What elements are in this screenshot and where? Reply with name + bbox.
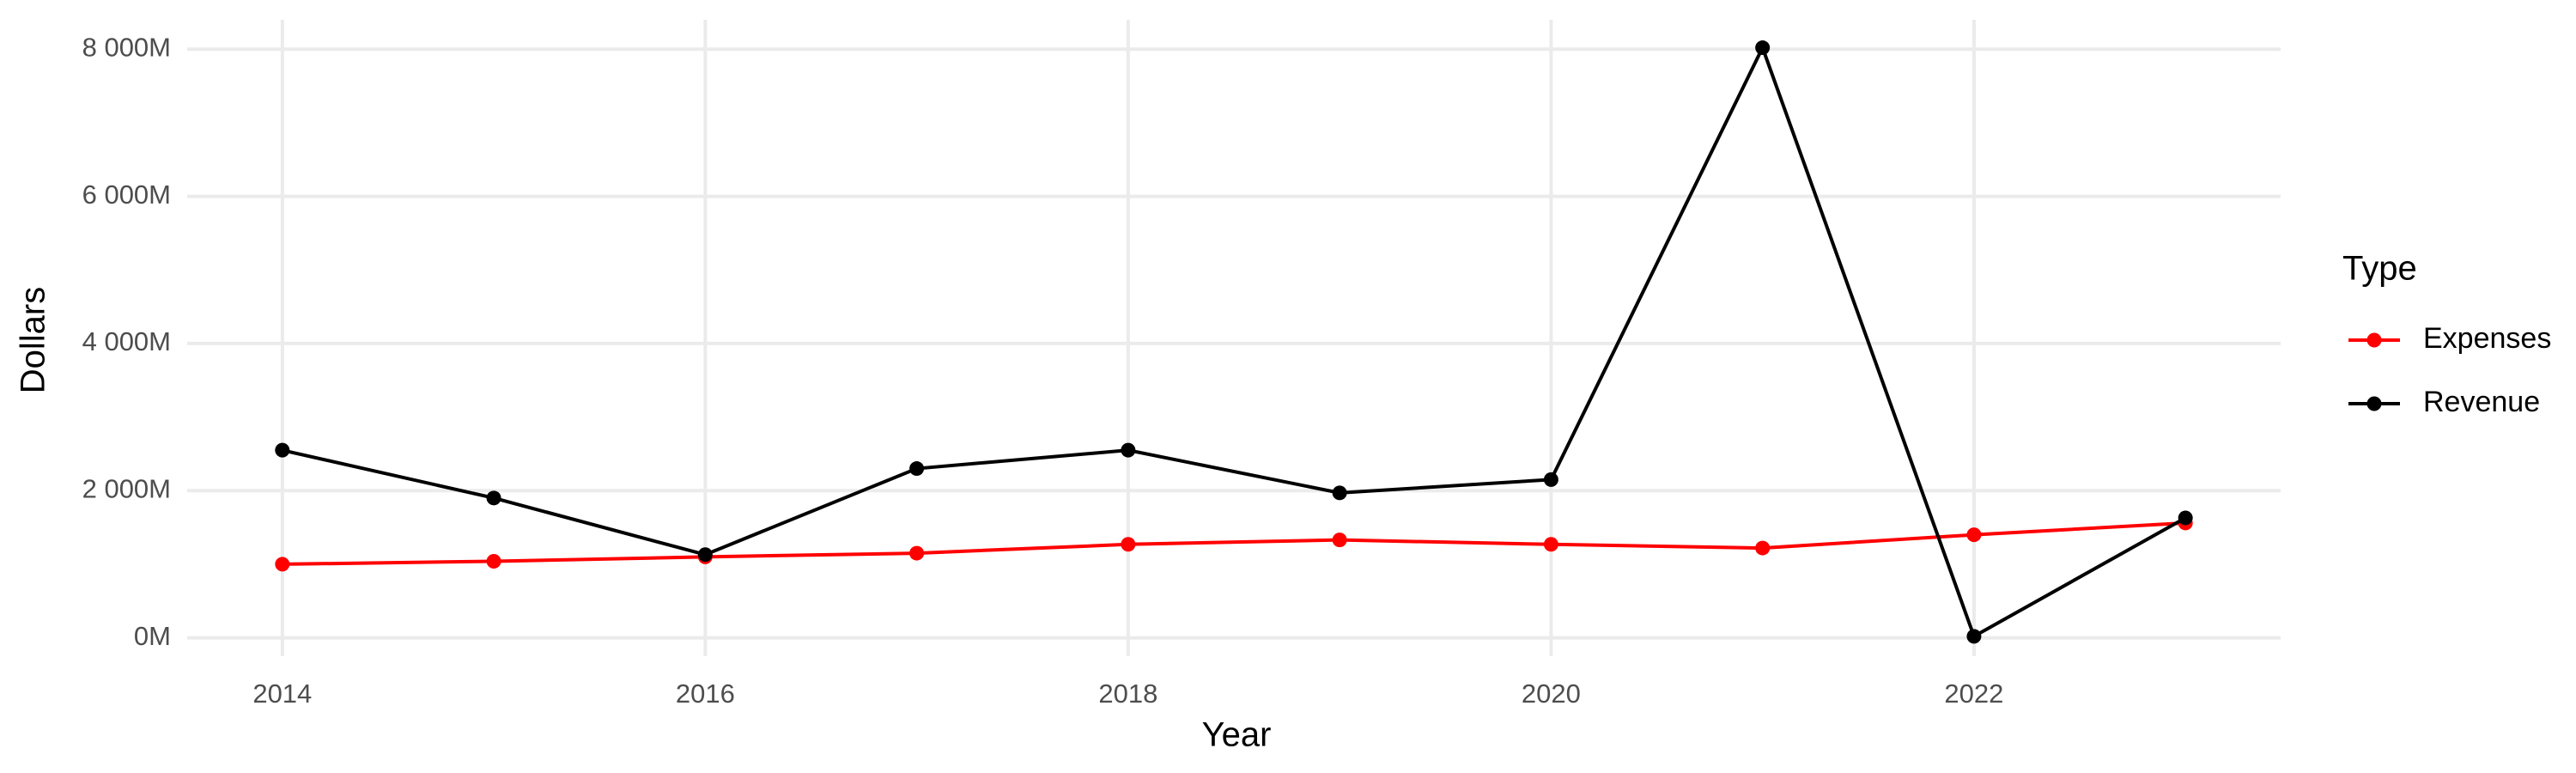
data-point [486, 490, 501, 506]
legend-marker [2366, 396, 2382, 411]
data-point [1543, 472, 1558, 487]
x-tick-label: 2022 [1944, 679, 2003, 709]
y-tick-label: 6 000M [82, 180, 171, 210]
data-point [1755, 40, 1771, 56]
y-tick-label: 0M [134, 621, 171, 651]
data-point [1121, 442, 1136, 458]
data-point [909, 461, 925, 477]
data-point [909, 545, 925, 561]
data-point [486, 553, 501, 569]
x-tick-label: 2020 [1522, 679, 1581, 709]
data-point [1543, 537, 1558, 552]
y-axis-title: Dollars [15, 287, 52, 393]
y-tick-label: 4 000M [82, 326, 171, 356]
x-tick-label: 2016 [676, 679, 735, 709]
data-point [1332, 533, 1347, 548]
y-tick-label: 8 000M [82, 32, 171, 62]
legend-label: Revenue [2423, 386, 2540, 418]
series-line [282, 43, 2187, 639]
data-point [1966, 527, 1982, 543]
legend-label: Expenses [2423, 322, 2551, 355]
data-point [2178, 510, 2193, 526]
legend-marker [2366, 332, 2382, 348]
x-axis-title: Year [1202, 716, 1272, 754]
series-line [282, 520, 2186, 566]
legend-title: Type [2342, 250, 2417, 288]
data-point [1121, 537, 1136, 552]
data-point [1966, 629, 1982, 644]
y-tick-label: 2 000M [82, 473, 171, 503]
data-point [1755, 540, 1771, 556]
data-point [275, 557, 290, 572]
grid [187, 20, 2281, 656]
x-tick-label: 2018 [1098, 679, 1157, 709]
data-point [697, 547, 713, 563]
x-tick-label: 2014 [252, 679, 312, 709]
data-point [275, 442, 290, 458]
data-point [1332, 485, 1347, 501]
